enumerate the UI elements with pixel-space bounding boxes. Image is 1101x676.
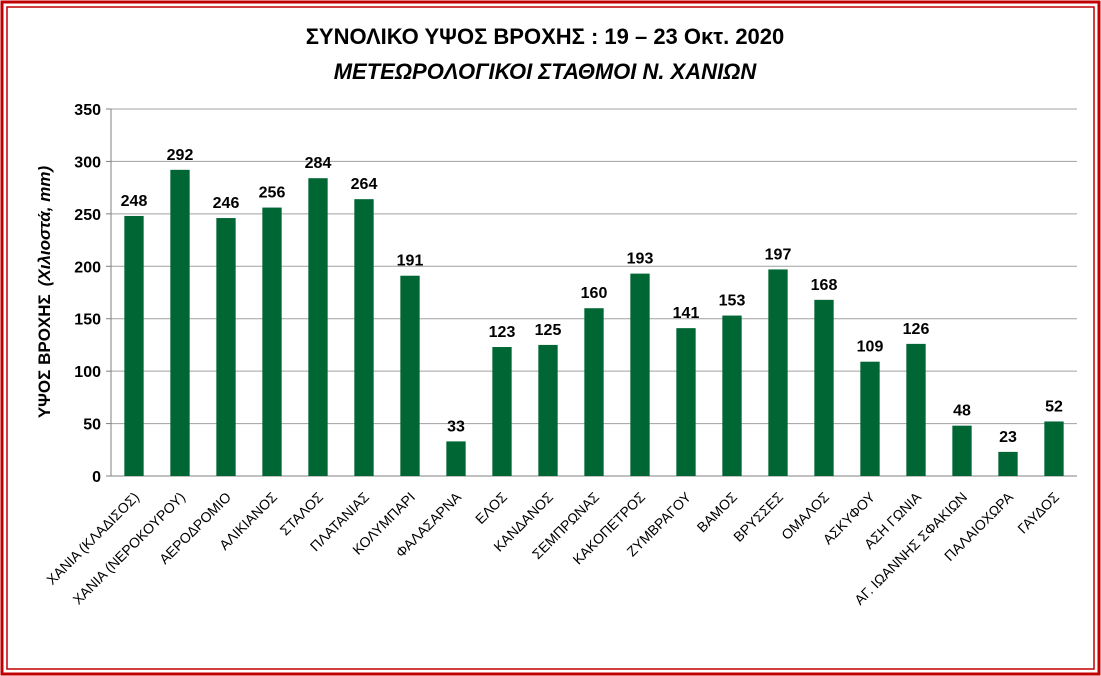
y-tick-label: 300: [74, 154, 101, 171]
bar: [814, 299, 834, 476]
data-label: 141: [673, 305, 700, 322]
bar: [722, 315, 742, 476]
bar: [676, 328, 696, 476]
bar: [584, 308, 604, 476]
data-label: 160: [581, 285, 608, 302]
data-label: 23: [999, 429, 1017, 446]
data-label: 256: [259, 185, 286, 202]
data-label: 123: [489, 324, 516, 341]
chart-subtitle: ΜΕΤΕΩΡΟΛΟΓΙΚΟΙ ΣΤΑΘΜΟΙ Ν. ΧΑΝΙΩΝ: [334, 59, 758, 84]
bar: [998, 451, 1018, 476]
y-label-unit: (Χιλιοστά, mm): [35, 166, 54, 287]
y-tick-label: 200: [74, 259, 101, 276]
bar: [354, 199, 374, 477]
y-tick-label: 350: [74, 102, 101, 119]
bar: [952, 425, 972, 476]
data-label: 153: [719, 293, 746, 310]
y-tick-label: 250: [74, 207, 101, 224]
data-label: 191: [397, 253, 424, 270]
bar: [538, 344, 558, 476]
y-tick-label: 0: [92, 469, 101, 486]
data-label: 48: [953, 403, 971, 420]
data-label: 126: [903, 321, 930, 338]
bar: [492, 347, 512, 476]
bar: [216, 218, 236, 476]
data-label: 292: [167, 147, 194, 164]
data-label: 197: [765, 246, 792, 263]
data-label: 284: [305, 155, 332, 172]
bar: [170, 169, 190, 476]
y-tick-label: 50: [83, 417, 101, 434]
chart-title: ΣΥΝΟΛΙΚΟ ΥΨΟΣ ΒΡΟΧΗΣ : 19 – 23 Οκτ. 2020: [306, 24, 785, 49]
data-label: 248: [121, 193, 148, 210]
bar: [446, 441, 466, 476]
y-tick-label: 100: [74, 364, 101, 381]
y-tick-label: 150: [74, 312, 101, 329]
bar: [630, 273, 650, 476]
data-label: 125: [535, 322, 562, 339]
y-axis-label: ΥΨΟΣ ΒΡΟΧΗΣ (Χιλιοστά, mm): [35, 166, 54, 419]
data-label: 193: [627, 251, 654, 268]
bar: [308, 178, 328, 476]
data-label: 109: [857, 339, 884, 356]
bar: [1044, 421, 1064, 476]
data-label: 246: [213, 195, 240, 212]
data-label: 264: [351, 176, 378, 193]
bar: [768, 269, 788, 476]
bar: [400, 275, 420, 476]
bar: [906, 343, 926, 476]
data-label: 168: [811, 277, 838, 294]
y-label-text: ΥΨΟΣ ΒΡΟΧΗΣ: [35, 294, 54, 418]
data-label: 33: [447, 418, 465, 435]
bar: [124, 215, 144, 476]
bar: [860, 361, 880, 476]
bar: [262, 207, 282, 476]
data-label: 52: [1045, 398, 1063, 415]
